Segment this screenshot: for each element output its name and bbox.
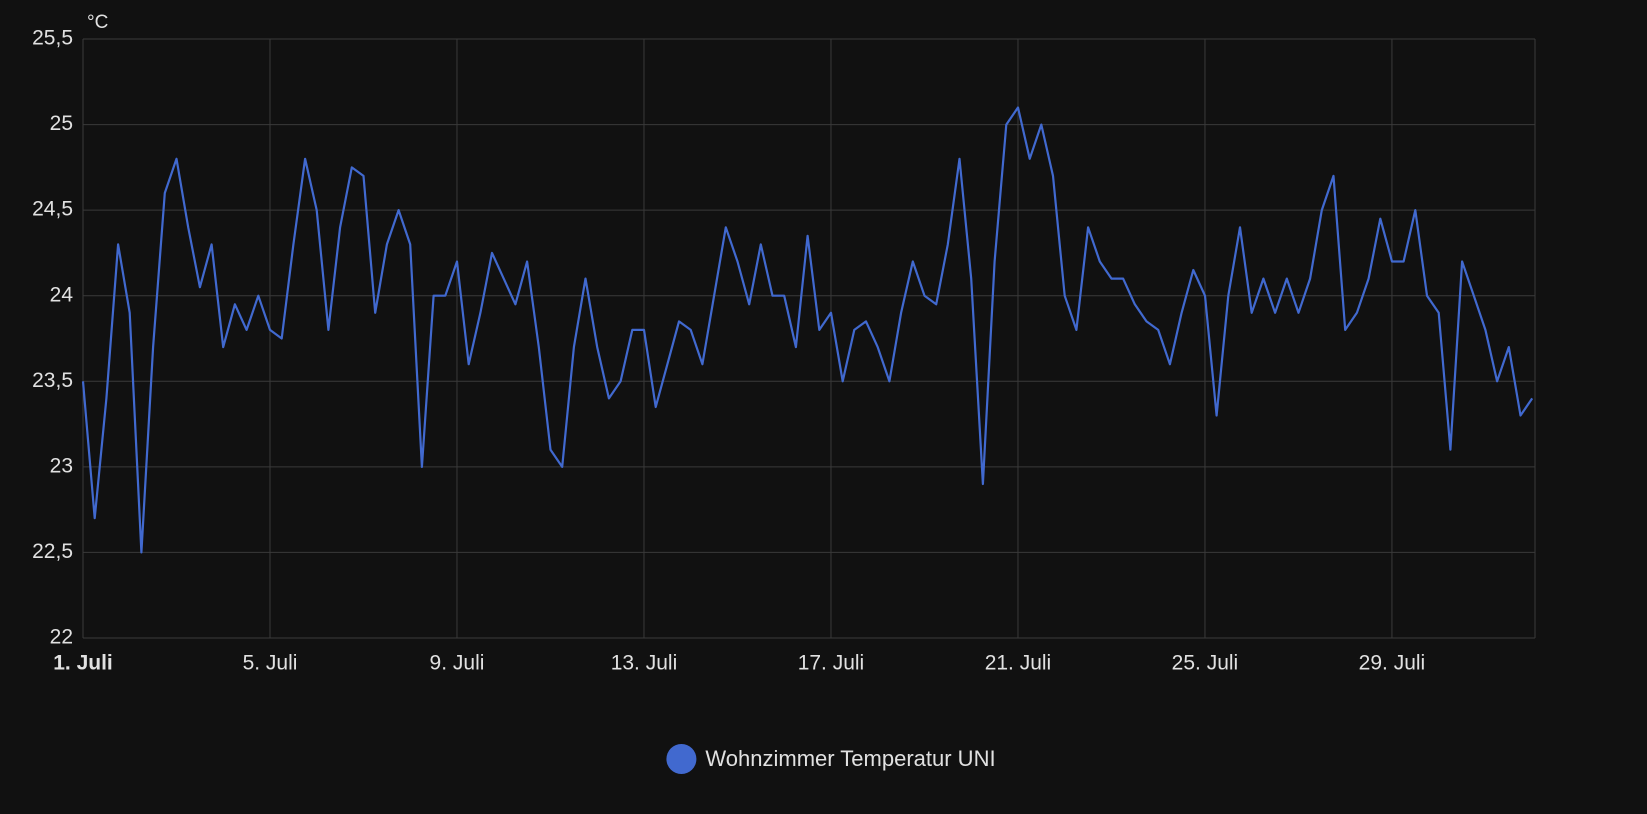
x-tick-label: 13. Juli — [611, 652, 678, 675]
y-tick-label: 24 — [50, 283, 74, 306]
legend-label: Wohnzimmer Temperatur UNI — [705, 746, 995, 771]
x-tick-label: 17. Juli — [798, 652, 865, 675]
y-tick-label: 22,5 — [32, 540, 73, 563]
y-unit: °C — [87, 12, 108, 33]
y-tick-label: 23,5 — [32, 369, 73, 392]
legend-item: Wohnzimmer Temperatur UNI — [666, 744, 996, 774]
x-tick-label: 1. Juli — [53, 652, 113, 675]
x-tick-label: 21. Juli — [985, 652, 1052, 675]
x-tick-label: 29. Juli — [1359, 652, 1426, 675]
x-tick-label: 9. Juli — [430, 652, 485, 675]
legend-marker — [666, 744, 697, 774]
y-tick-label: 23 — [50, 454, 73, 477]
y-tick-label: 25 — [50, 112, 73, 135]
y-tick-label: 22 — [50, 626, 73, 649]
x-tick-label: 25. Juli — [1172, 652, 1239, 675]
x-tick-label: 5. Juli — [243, 652, 298, 675]
data-line — [81, 106, 1534, 554]
y-tick-label: 25,5 — [32, 27, 73, 50]
y-tick-label: 24,5 — [32, 198, 73, 221]
